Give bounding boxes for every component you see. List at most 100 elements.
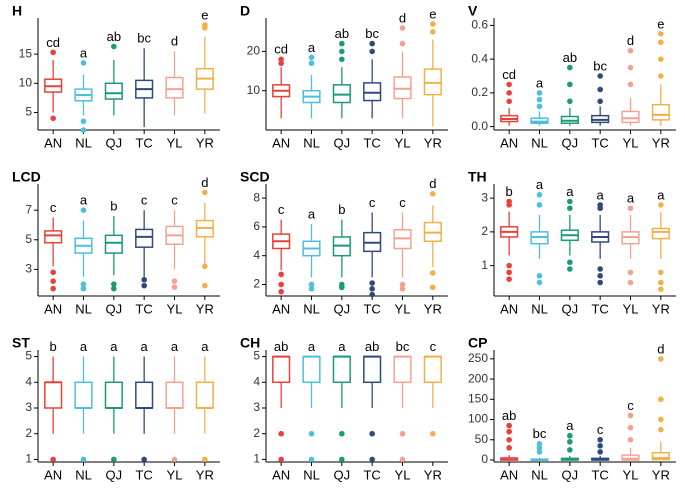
box — [272, 355, 291, 384]
y-tick-label: 4 — [253, 248, 260, 262]
outlier — [80, 127, 87, 133]
y-tick-label: 150 — [468, 391, 488, 405]
outlier — [627, 279, 634, 286]
outlier — [308, 281, 315, 288]
panel-title: V — [468, 3, 478, 19]
letter: d — [399, 10, 406, 25]
letter: bc — [365, 26, 379, 41]
outlier — [171, 456, 178, 463]
outlier — [627, 205, 634, 212]
outlier — [80, 207, 87, 213]
outlier — [506, 422, 512, 429]
x-tick-label: NL — [75, 135, 92, 150]
outlier — [627, 47, 634, 54]
outlier — [50, 278, 56, 285]
outlier — [536, 449, 543, 455]
y-tick-label: 3 — [25, 262, 32, 276]
y-tick-label: 0.6 — [471, 18, 488, 32]
outlier — [339, 456, 345, 463]
x-tick-label: NL — [303, 135, 320, 150]
outlier — [308, 456, 315, 463]
box — [393, 355, 412, 384]
x-tick-label: YL — [623, 301, 639, 316]
x-tick-label: YR — [196, 135, 214, 150]
x-tick-label: YL — [167, 301, 183, 316]
letter: a — [566, 184, 574, 199]
outlier — [430, 29, 436, 35]
letter: a — [536, 75, 544, 90]
x-tick-label: AN — [272, 301, 290, 316]
x-tick-label: YL — [167, 467, 183, 482]
outlier — [80, 60, 87, 66]
y-tick-label: 0.0 — [471, 119, 488, 133]
outlier — [308, 54, 315, 61]
outlier — [171, 284, 178, 290]
outlier — [567, 266, 573, 272]
outlier — [430, 284, 436, 291]
y-tick-label: 10 — [19, 75, 33, 89]
box — [651, 451, 670, 461]
outlier — [506, 98, 512, 105]
y-tick-label: 5 — [253, 349, 260, 363]
x-tick-label: TC — [591, 467, 608, 482]
x-tick-label: AN — [44, 135, 62, 150]
outlier — [111, 43, 117, 50]
outlier — [597, 266, 603, 272]
x-tick-label: TC — [363, 301, 380, 316]
outlier — [567, 98, 573, 105]
x-tick-label: TC — [363, 467, 380, 482]
outlier — [339, 281, 345, 288]
outlier — [658, 39, 664, 46]
outlier — [658, 73, 664, 79]
outlier — [658, 31, 664, 37]
x-tick-label: YR — [652, 135, 670, 150]
y-tick-label: 5 — [25, 349, 32, 363]
y-tick-label: 3 — [25, 400, 32, 414]
y-tick-label: 8 — [253, 190, 260, 204]
x-tick-label: QJ — [334, 135, 351, 150]
outlier — [536, 445, 543, 451]
outlier — [627, 424, 634, 431]
outlier — [597, 98, 603, 105]
box — [423, 355, 442, 384]
outlier — [430, 430, 436, 437]
x-tick-label: NL — [531, 467, 548, 482]
outlier — [111, 285, 117, 292]
outlier — [506, 428, 512, 435]
outlier — [430, 190, 436, 197]
y-tick-label: 6 — [253, 219, 260, 233]
letter: a — [308, 40, 316, 55]
outlier — [399, 40, 406, 47]
x-tick-label: AN — [44, 467, 62, 482]
box — [195, 381, 214, 409]
x-tick-label: QJ — [562, 135, 579, 150]
y-tick-label: 2 — [253, 277, 260, 291]
letter: a — [110, 339, 118, 354]
letter: a — [566, 418, 574, 433]
y-tick-label: 0.4 — [471, 51, 488, 65]
x-tick-label: NL — [75, 301, 92, 316]
box — [74, 381, 93, 409]
letter: c — [278, 202, 285, 217]
x-tick-label: QJ — [562, 467, 579, 482]
outlier — [80, 285, 87, 292]
x-tick-label: AN — [44, 301, 62, 316]
letter: a — [201, 339, 209, 354]
x-tick-label: NL — [303, 301, 320, 316]
x-tick-label: TC — [135, 135, 152, 150]
y-tick-label: 50 — [475, 432, 489, 446]
outlier — [50, 456, 56, 463]
outlier — [658, 356, 664, 362]
letter: c — [369, 195, 376, 210]
letter: a — [536, 177, 544, 192]
outlier — [369, 280, 375, 286]
x-tick-label: QJ — [562, 301, 579, 316]
outlier — [141, 282, 147, 289]
outlier — [369, 286, 375, 292]
outlier — [506, 276, 512, 282]
outlier — [278, 271, 284, 278]
x-tick-label: TC — [135, 301, 152, 316]
panel-title: TH — [468, 169, 487, 185]
y-tick-label: 1 — [253, 452, 260, 466]
